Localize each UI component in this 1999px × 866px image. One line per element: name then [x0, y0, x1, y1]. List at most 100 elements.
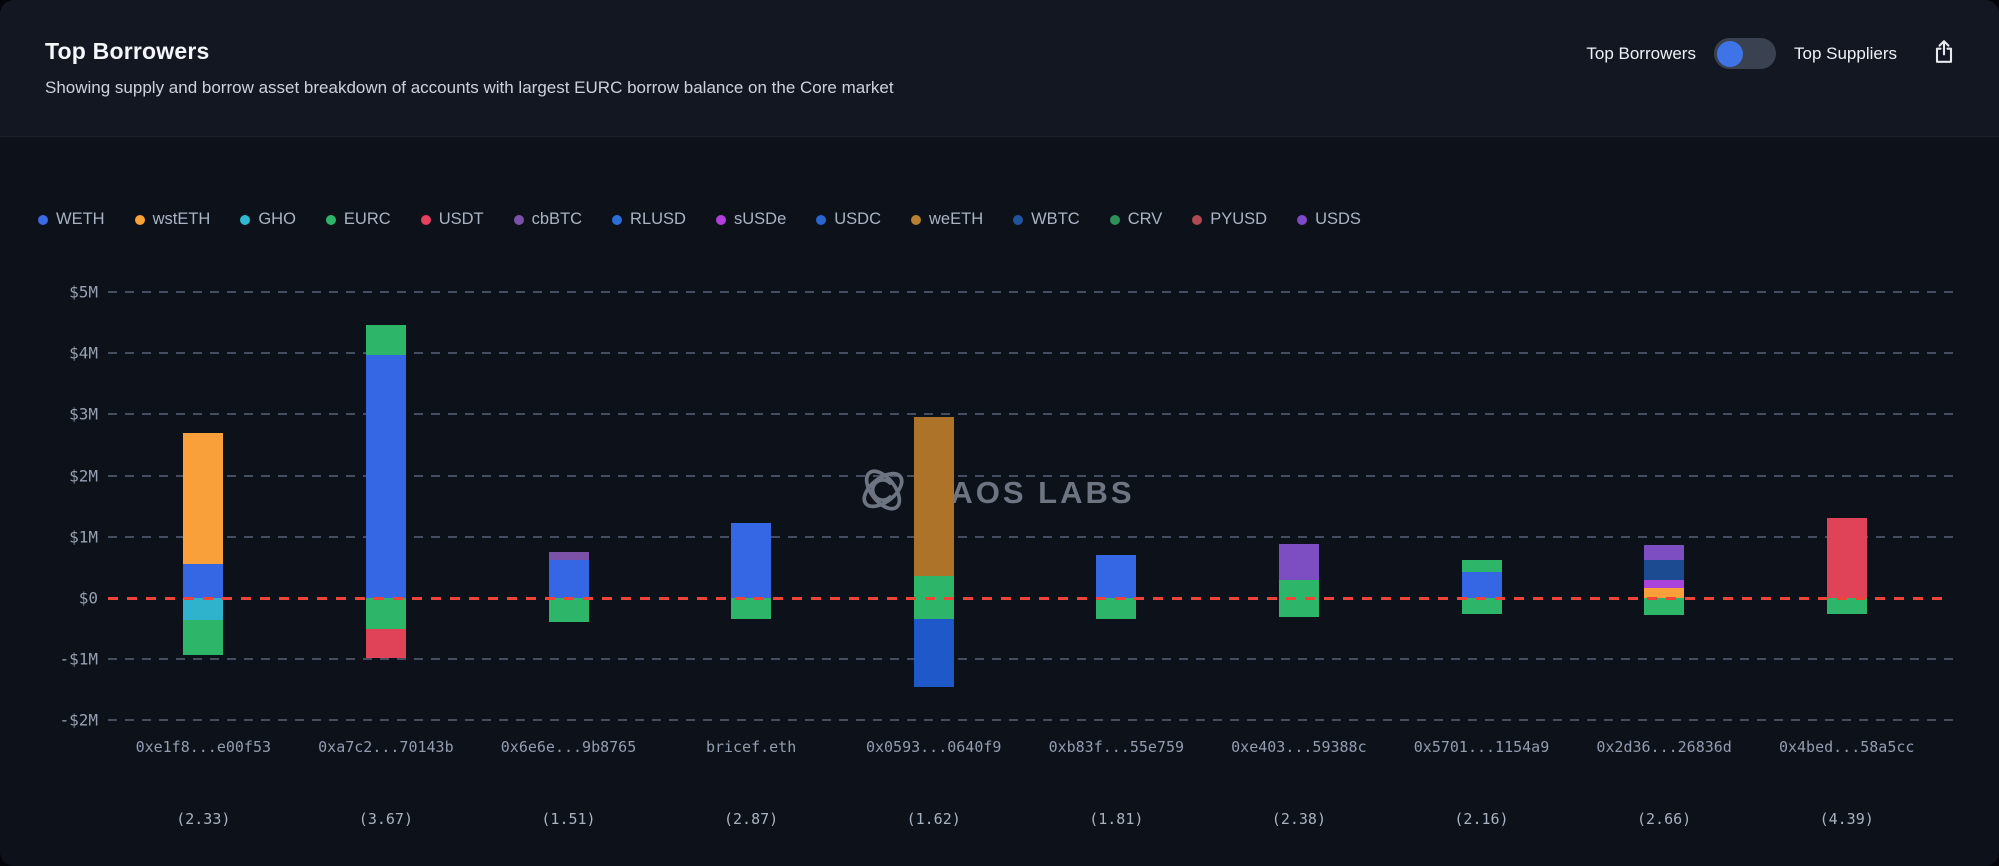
legend-item-WBTC[interactable]: WBTC — [1013, 210, 1080, 229]
bar-3-borrow-EURC[interactable] — [731, 598, 772, 620]
bar-5-borrow-EURC[interactable] — [1096, 598, 1137, 619]
watermark: HAOS LABS — [855, 462, 1135, 523]
y-axis-tick-$4M: $4M — [69, 343, 98, 363]
page-subtitle: Showing supply and borrow asset breakdow… — [45, 78, 894, 97]
x-axis-label-account: 0xe403...59388c — [1231, 738, 1367, 756]
legend-label: USDT — [438, 210, 484, 228]
bar-0-borrow-GHO[interactable] — [183, 598, 224, 621]
legend-label: EURC — [343, 210, 391, 228]
bar-6-supply-USDS[interactable] — [1278, 544, 1319, 581]
legend-dot-weETH — [911, 214, 922, 225]
legend-dot-wstETH — [134, 214, 145, 225]
y-axis-tick-$5M: $5M — [69, 282, 98, 302]
bar-7-supply-WETH[interactable] — [1461, 571, 1502, 598]
bar-8-supply-sUSDe[interactable] — [1644, 579, 1685, 588]
toggle-label-top-borrowers: Top Borrowers — [1586, 43, 1696, 63]
legend-item-WETH[interactable]: WETH — [38, 210, 105, 229]
bar-4-supply-EURC[interactable] — [913, 575, 954, 598]
gridline--$1M — [108, 658, 1958, 661]
legend-item-wstETH[interactable]: wstETH — [134, 210, 210, 229]
chart-legend: WETH wstETH GHO EURC USDT cbBTC RLUSD sUSDe USDC… — [38, 210, 1361, 229]
bar-0-borrow-EURC[interactable] — [183, 620, 224, 655]
gridline-$4M — [108, 352, 1958, 355]
legend-label: WETH — [56, 210, 105, 228]
health-factor-label: (2.66) — [1637, 810, 1692, 828]
health-factor-label: (2.33) — [176, 810, 231, 828]
health-factor-label: (1.62) — [906, 810, 961, 828]
bar-9-supply-USDT[interactable] — [1826, 518, 1867, 598]
bar-8-supply-WBTC[interactable] — [1644, 560, 1685, 580]
health-factor-label: (1.51) — [541, 810, 596, 828]
legend-dot-WBTC — [1013, 214, 1024, 225]
bar-7-borrow-EURC[interactable] — [1461, 598, 1502, 614]
gridline-$2M — [108, 474, 1958, 477]
legend-label: USDC — [834, 210, 882, 228]
bar-2-borrow-EURC[interactable] — [548, 598, 589, 623]
panel-header: Top Borrowers Showing supply and borrow … — [0, 0, 1999, 137]
legend-item-EURC[interactable]: EURC — [325, 210, 391, 229]
gridline--$2M — [108, 719, 1958, 722]
bar-8-supply-wstETH[interactable] — [1644, 587, 1685, 598]
x-axis-label-account: 0xa7c2...70143b — [318, 738, 454, 756]
bar-4-supply-weETH[interactable] — [913, 416, 954, 576]
health-factor-label: (2.38) — [1271, 810, 1326, 828]
share-button[interactable] — [1929, 39, 1959, 69]
x-axis-label-account: 0x2d36...26836d — [1596, 738, 1732, 756]
legend-label: PYUSD — [1210, 210, 1268, 228]
legend-item-USDT[interactable]: USDT — [420, 210, 484, 229]
view-toggle-group: Top Borrowers Top Suppliers — [1586, 38, 1959, 69]
legend-item-cbBTC[interactable]: cbBTC — [513, 210, 582, 229]
x-axis-label-account: 0x6e6e...9b8765 — [500, 738, 637, 756]
health-factor-label: (1.81) — [1089, 810, 1144, 828]
chaos-labs-logo-icon — [855, 462, 911, 523]
legend-item-sUSDe[interactable]: sUSDe — [715, 210, 786, 229]
bar-0-supply-wstETH[interactable] — [183, 433, 224, 564]
bar-0-supply-WETH[interactable] — [183, 563, 224, 598]
legend-label: CRV — [1127, 210, 1163, 228]
share-icon — [1930, 38, 1958, 69]
bar-8-supply-USDS[interactable] — [1644, 545, 1685, 561]
legend-dot-WETH — [38, 214, 48, 225]
x-axis-label-account: 0x0593...0640f9 — [865, 738, 1002, 756]
y-axis-tick--$2M: -$2M — [59, 710, 98, 730]
borrowers-suppliers-toggle[interactable] — [1713, 38, 1776, 69]
y-axis-tick-$0: $0 — [78, 588, 98, 608]
y-axis-tick-$1M: $1M — [69, 527, 98, 547]
legend-dot-EURC — [325, 214, 336, 225]
bar-7-supply-EURC[interactable] — [1461, 560, 1502, 572]
legend-item-weETH[interactable]: weETH — [911, 210, 983, 229]
bar-4-borrow-USDC[interactable] — [913, 619, 954, 688]
bar-3-supply-WETH[interactable] — [731, 523, 772, 598]
bar-1-borrow-EURC[interactable] — [365, 598, 406, 629]
page-title: Top Borrowers — [45, 38, 210, 64]
bar-1-borrow-USDT[interactable] — [365, 628, 406, 658]
x-axis-label-account: bricef.eth — [705, 738, 797, 756]
x-axis-label-account: 0x5701...1154a9 — [1413, 738, 1550, 756]
legend-item-USDS[interactable]: USDS — [1297, 210, 1361, 229]
legend-item-GHO[interactable]: GHO — [240, 210, 296, 229]
bar-8-borrow-EURC[interactable] — [1644, 598, 1685, 615]
legend-item-RLUSD[interactable]: RLUSD — [612, 210, 686, 229]
y-axis-tick-$3M: $3M — [69, 404, 98, 424]
legend-label: WBTC — [1031, 210, 1080, 228]
health-factor-label: (2.87) — [724, 810, 779, 828]
legend-dot-sUSDe — [715, 214, 726, 225]
y-axis-tick-$2M: $2M — [69, 466, 98, 486]
bar-2-supply-WETH[interactable] — [548, 560, 589, 598]
bar-6-supply-EURC[interactable] — [1278, 580, 1319, 598]
bar-4-borrow-EURC[interactable] — [913, 598, 954, 620]
legend-item-USDC[interactable]: USDC — [816, 210, 881, 229]
health-factor-label: (4.39) — [1819, 810, 1874, 828]
bar-1-supply-EURC[interactable] — [365, 325, 406, 356]
zero-reference-line — [108, 597, 1948, 600]
bar-1-supply-WETH[interactable] — [365, 355, 406, 598]
bar-6-borrow-EURC[interactable] — [1278, 598, 1319, 617]
legend-item-CRV[interactable]: CRV — [1109, 210, 1163, 229]
legend-dot-USDT — [420, 214, 431, 225]
gridline-$3M — [108, 413, 1958, 416]
legend-item-PYUSD[interactable]: PYUSD — [1192, 210, 1267, 229]
bar-5-supply-WETH[interactable] — [1096, 555, 1137, 598]
bar-9-borrow-EURC[interactable] — [1826, 598, 1867, 614]
bar-2-supply-cbBTC[interactable] — [548, 552, 589, 561]
